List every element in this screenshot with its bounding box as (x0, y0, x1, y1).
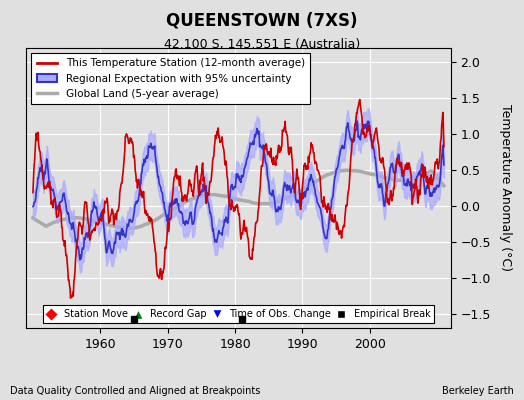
Legend: Station Move, Record Gap, Time of Obs. Change, Empirical Break: Station Move, Record Gap, Time of Obs. C… (42, 305, 434, 323)
Text: QUEENSTOWN (7XS): QUEENSTOWN (7XS) (166, 12, 358, 30)
Text: 42.100 S, 145.551 E (Australia): 42.100 S, 145.551 E (Australia) (164, 38, 360, 51)
Y-axis label: Temperature Anomaly (°C): Temperature Anomaly (°C) (499, 104, 512, 272)
Text: Data Quality Controlled and Aligned at Breakpoints: Data Quality Controlled and Aligned at B… (10, 386, 261, 396)
Text: Berkeley Earth: Berkeley Earth (442, 386, 514, 396)
